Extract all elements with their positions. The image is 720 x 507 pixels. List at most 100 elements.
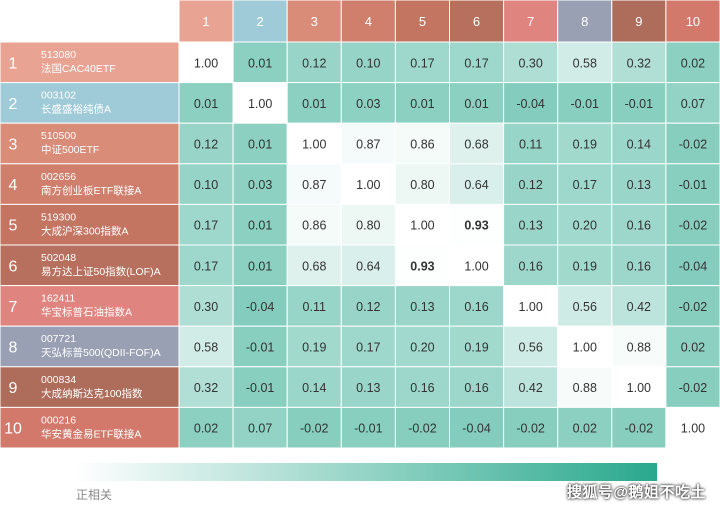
column-header-8 — [557, 0, 613, 43]
row-fund-name: 南方创业板ETF联接A — [41, 184, 141, 197]
cell-value-label: 0.10 — [194, 178, 218, 192]
heatmap-cell — [449, 122, 505, 165]
cell-value-label: 0.86 — [410, 138, 434, 152]
cell-value-label: 0.87 — [356, 138, 380, 152]
cell-value-label: 1.00 — [464, 259, 488, 273]
column-header-label: 1 — [202, 14, 209, 29]
cell-value-label: 0.16 — [410, 381, 434, 395]
heatmap-cell — [232, 406, 288, 449]
cell-value-label: 0.10 — [356, 56, 380, 70]
cell-value-label: 0.17 — [356, 341, 380, 355]
cell-value-label: 1.00 — [518, 300, 542, 314]
row-fund-code: 002656 — [41, 171, 76, 183]
cell-value-label: 0.01 — [464, 97, 488, 111]
row-fund-name: 法国CAC40ETF — [41, 62, 116, 75]
column-header-label: 10 — [686, 14, 700, 29]
column-header-1 — [178, 0, 234, 43]
cell-value-label: 0.17 — [410, 56, 434, 70]
heatmap-cell — [665, 203, 720, 246]
heatmap-cell — [557, 406, 613, 449]
heatmap-cell — [232, 82, 288, 124]
heatmap-cell — [232, 203, 288, 246]
cell-value-label: 0.20 — [410, 341, 434, 355]
cell-value-label: 0.12 — [302, 56, 326, 70]
heatmap-cell — [611, 325, 667, 368]
column-header-4 — [340, 0, 396, 43]
row-fund-code: 519300 — [41, 211, 76, 223]
cell-value-label: 0.01 — [302, 97, 326, 111]
cell-value-label: 0.93 — [410, 259, 434, 273]
cell-value-label: 1.00 — [194, 56, 218, 70]
heatmap-cell — [340, 163, 396, 205]
row-header-5 — [0, 203, 180, 246]
row-fund-code: 007721 — [41, 333, 76, 345]
cell-value-label: 0.14 — [627, 138, 651, 152]
heatmap-cell — [503, 122, 559, 165]
cell-value-label: -0.02 — [679, 219, 708, 233]
cell-value-label: 0.17 — [194, 259, 218, 273]
heatmap-cell — [665, 325, 720, 368]
cell-value-label: -0.04 — [516, 97, 545, 111]
heatmap-cell — [232, 366, 288, 408]
heatmap-cell — [557, 366, 613, 408]
row-header-2 — [0, 82, 180, 124]
heatmap-cell — [340, 203, 396, 246]
column-header-6 — [449, 0, 505, 43]
cell-value-label: -0.02 — [516, 422, 545, 436]
cell-value-label: 0.42 — [518, 381, 542, 395]
column-header-label: 8 — [581, 14, 588, 29]
row-index: 5 — [9, 218, 18, 235]
cell-value-label: 0.13 — [518, 219, 542, 233]
row-header-10 — [0, 406, 180, 449]
row-index: 8 — [9, 340, 18, 357]
cell-value-label: -0.02 — [300, 422, 329, 436]
cell-value-label: 0.11 — [519, 138, 542, 152]
column-header-10 — [665, 0, 720, 43]
cell-value-label: 0.56 — [518, 341, 542, 355]
cell-value-label: 0.19 — [302, 341, 326, 355]
row-index: 1 — [9, 55, 18, 72]
heatmap-cell — [286, 325, 342, 368]
cell-value-label: -0.02 — [625, 422, 654, 436]
cell-value-label: 0.01 — [194, 97, 218, 111]
cell-value-label: -0.01 — [246, 381, 275, 395]
heatmap-cell — [232, 163, 288, 205]
cell-value-label: 0.86 — [302, 219, 326, 233]
cell-value-label: 0.07 — [681, 97, 705, 111]
cell-value-label: 1.00 — [573, 341, 597, 355]
cell-value-label: 0.12 — [518, 178, 542, 192]
cell-value-label: 0.64 — [356, 259, 380, 273]
heatmap-cell — [286, 122, 342, 165]
heatmap-cell — [449, 285, 505, 327]
color-scale-bar — [76, 463, 657, 481]
cell-value-label: 0.16 — [464, 300, 488, 314]
cell-value-label: -0.02 — [679, 300, 708, 314]
row-fund-code: 000834 — [41, 374, 76, 386]
row-index: 7 — [9, 299, 18, 316]
cell-value-label: 0.02 — [194, 422, 218, 436]
cell-value-label: 0.68 — [302, 259, 326, 273]
cell-value-label: 0.17 — [194, 219, 218, 233]
column-header-label: 6 — [473, 14, 480, 29]
heatmap-cell — [665, 406, 720, 449]
heatmap-cell — [503, 406, 559, 449]
cell-value-label: 0.11 — [303, 300, 326, 314]
row-fund-code: 000216 — [41, 414, 76, 426]
cell-value-label: 0.88 — [573, 381, 597, 395]
cell-value-label: 0.16 — [464, 381, 488, 395]
heatmap-cell — [286, 406, 342, 449]
heatmap-cell — [178, 203, 234, 246]
cell-value-label: 0.07 — [248, 422, 272, 436]
cell-value-label: -0.04 — [462, 422, 491, 436]
row-index: 9 — [9, 380, 18, 397]
cell-value-label: 0.30 — [194, 300, 218, 314]
cell-value-label: 0.17 — [573, 178, 597, 192]
row-header-4 — [0, 163, 180, 205]
heatmap-cell — [665, 163, 720, 205]
row-fund-code: 502048 — [41, 252, 76, 264]
cell-value-label: -0.01 — [246, 341, 275, 355]
heatmap-cell — [665, 41, 720, 84]
column-header-9 — [611, 0, 667, 43]
cell-value-label: 0.32 — [194, 381, 218, 395]
